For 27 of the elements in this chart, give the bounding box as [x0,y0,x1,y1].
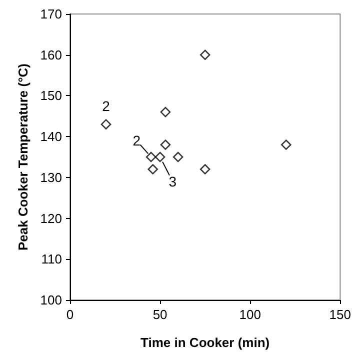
annotation: 3 [168,174,177,190]
y-tick-label: 100 [40,292,62,308]
point [200,50,210,60]
y-tick-label: 120 [40,210,62,226]
annotation: 2 [102,98,110,114]
point [100,119,112,130]
y-tick-label: 110 [41,252,62,267]
x-tick-label: 0 [66,307,74,322]
y-tick-label: 130 [40,170,62,185]
x-tick-label: 100 [239,307,261,322]
x-axis-title: Time in Cooker (min) [140,335,270,350]
point [148,164,158,174]
point [160,140,171,150]
y-tick-label: 150 [40,88,62,104]
x-tick-label: 50 [152,307,168,322]
point [200,164,210,174]
point [154,152,166,162]
point [172,152,184,162]
annotation: 2 [132,132,141,149]
point [280,140,292,150]
point [146,152,156,162]
x-tick-label: 150 [329,307,352,322]
y-tick-label: 170 [40,6,62,22]
y-tick-label: 140 [40,129,62,144]
y-tick-label: 160 [40,47,62,62]
point [160,106,171,118]
y-axis-title: Peak Cooker Temperature (°C) [15,63,30,251]
